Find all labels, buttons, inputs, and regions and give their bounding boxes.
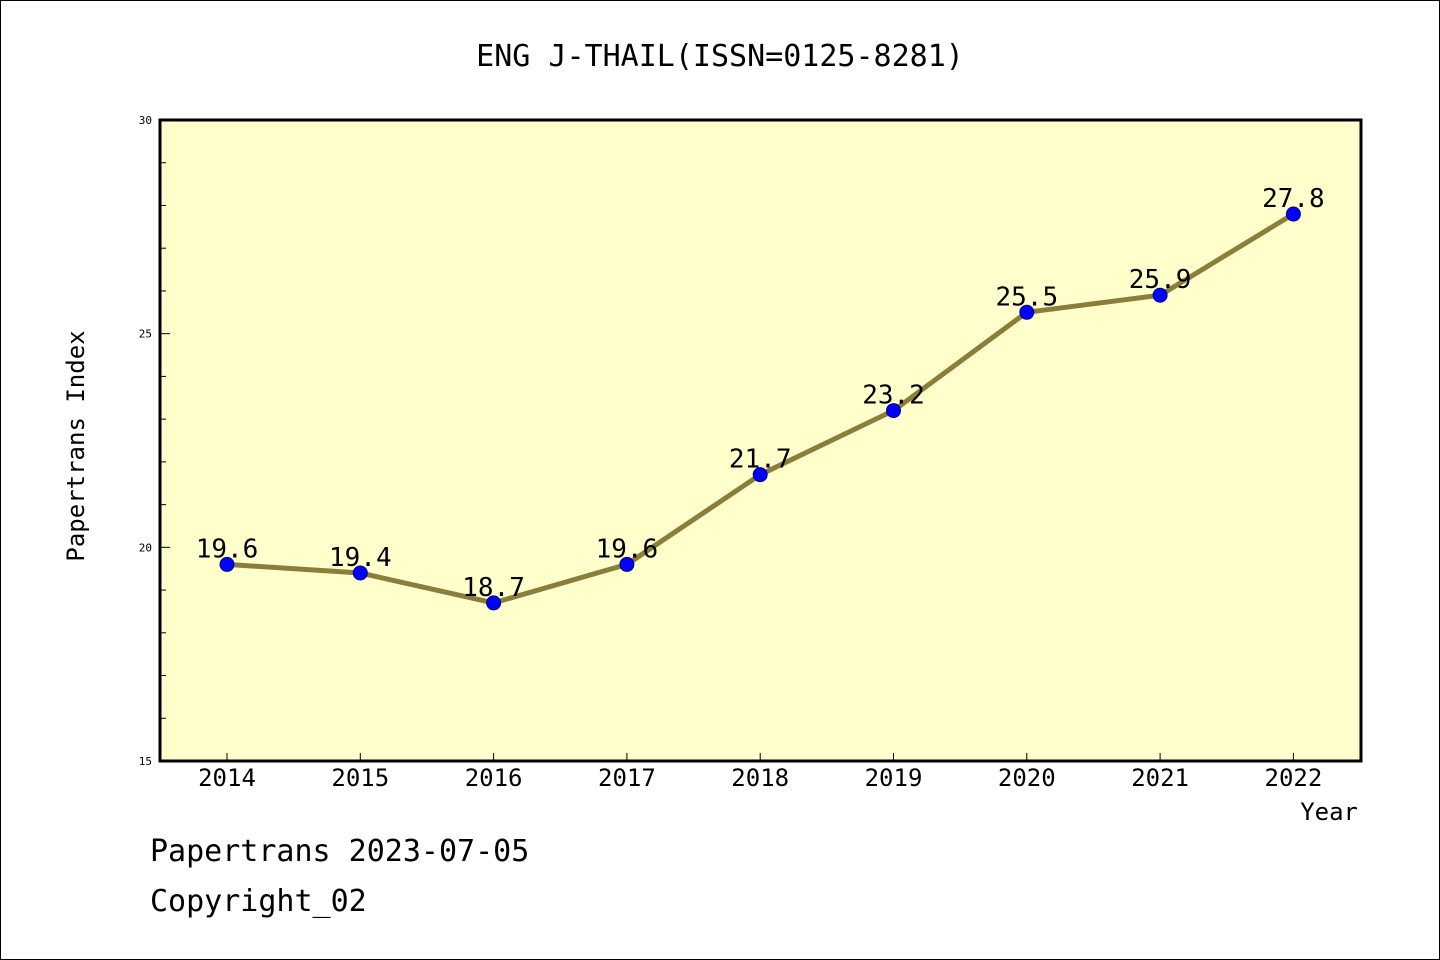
data-point — [1019, 304, 1035, 320]
data-label: 25.9 — [1129, 265, 1192, 295]
data-point — [219, 556, 235, 572]
x-tick-label: 2019 — [865, 764, 923, 792]
footer-copyright: Copyright_02 — [150, 884, 367, 919]
data-label: 18.7 — [462, 573, 525, 603]
data-point — [886, 403, 901, 419]
data-label: 21.7 — [729, 445, 792, 475]
x-tick-label: 2014 — [198, 764, 256, 792]
x-tick-label: 2018 — [731, 764, 789, 792]
y-tick-label: 25 — [139, 328, 152, 341]
data-label: 27.8 — [1262, 184, 1325, 214]
y-tick-label: 30 — [139, 114, 152, 127]
x-tick-label: 2020 — [998, 764, 1056, 792]
chart-title: ENG J-THAIL(ISSN=0125-8281) — [476, 39, 964, 74]
x-tick-label: 2022 — [1265, 764, 1323, 792]
plot-area — [158, 118, 1363, 763]
x-tick-label: 2015 — [331, 764, 389, 792]
series-markers — [219, 206, 1301, 611]
x-axis-label: Year — [1300, 798, 1358, 826]
y-axis-label: Papertrans Index — [62, 330, 90, 561]
x-axis-tick-labels: 2014 2015 2016 2017 2018 2019 2020 2021 2022 — [198, 764, 1322, 792]
x-axis-ticks — [226, 753, 1294, 761]
y-axis-tick-labels: 15 20 25 30 — [139, 114, 152, 768]
y-axis-ticks — [160, 119, 170, 762]
data-point — [1152, 287, 1168, 303]
data-labels: 19.6 19.4 18.7 19.6 21.7 23.2 25.5 25.9 27.8 — [196, 184, 1325, 603]
y-tick-label: 15 — [139, 755, 152, 768]
data-point — [486, 595, 502, 611]
x-tick-label: 2021 — [1131, 764, 1189, 792]
data-label: 23.2 — [862, 381, 925, 411]
y-tick-label: 20 — [139, 541, 152, 554]
data-label: 25.5 — [995, 282, 1058, 312]
footer-generated-date: Papertrans 2023-07-05 — [150, 834, 530, 869]
x-tick-label: 2016 — [465, 764, 523, 792]
data-label: 19.6 — [196, 534, 259, 564]
x-tick-label: 2017 — [598, 764, 656, 792]
data-point — [619, 556, 635, 572]
data-point — [752, 467, 768, 483]
data-label: 19.6 — [596, 534, 659, 564]
data-point — [1285, 206, 1301, 222]
data-label: 19.4 — [329, 543, 392, 573]
data-point — [352, 565, 368, 581]
